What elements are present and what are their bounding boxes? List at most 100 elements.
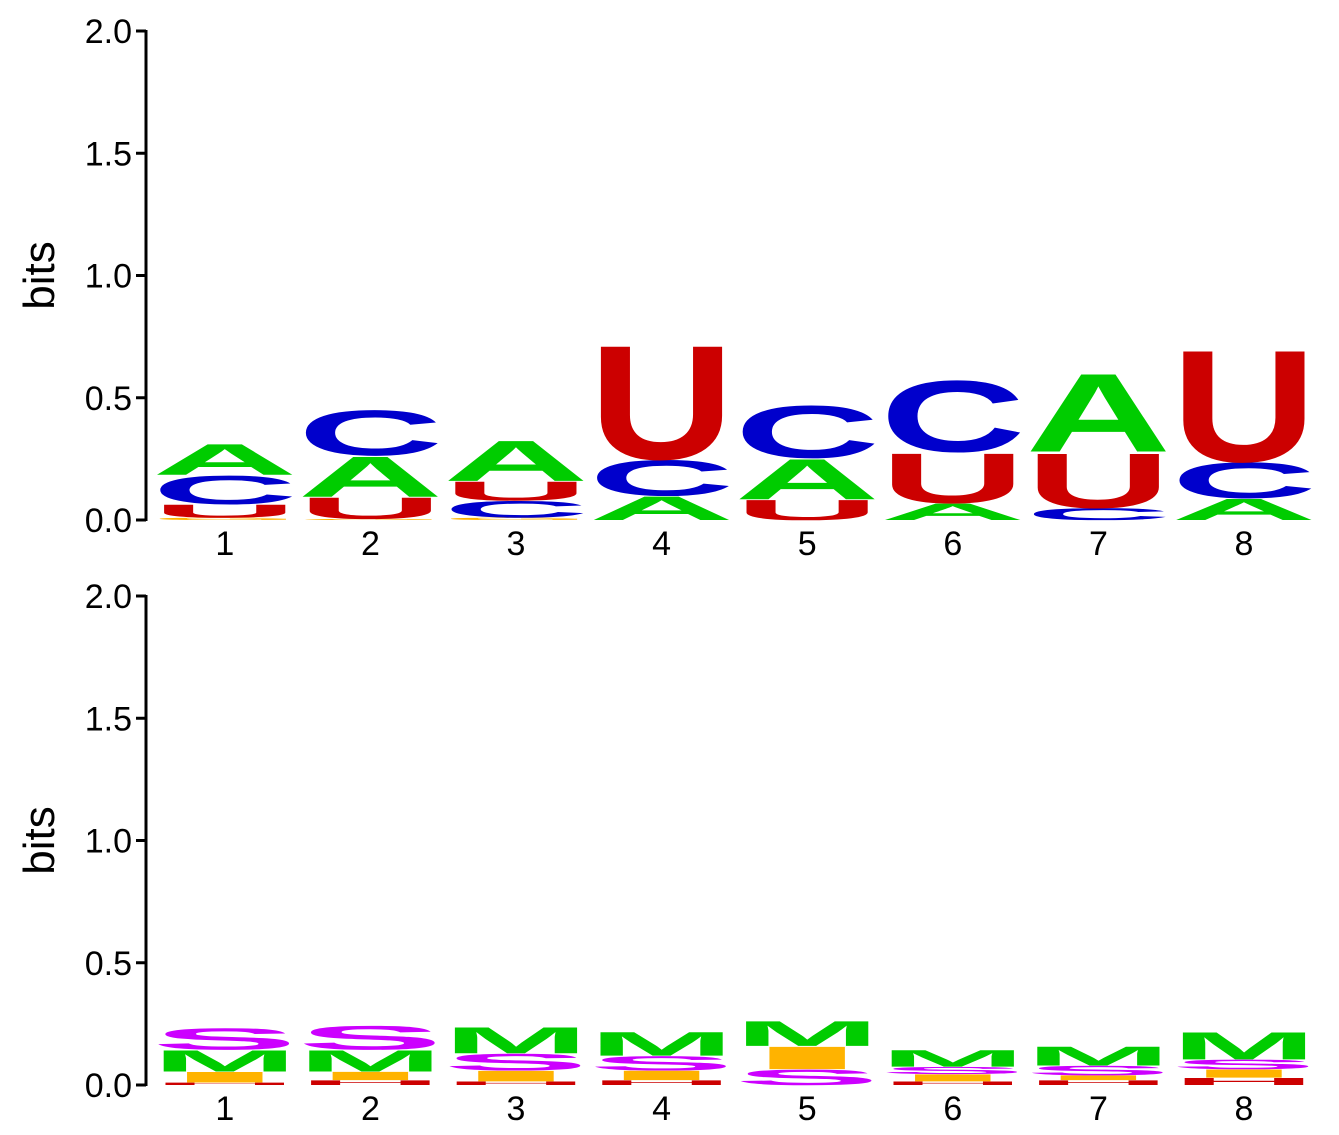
- x-tick-label: 6: [943, 525, 962, 563]
- logo-letter-C: C: [1026, 505, 1172, 524]
- x-tick-label: 4: [652, 1090, 671, 1128]
- x-tick-label: 5: [798, 525, 817, 563]
- logo-letter-U: U: [1026, 438, 1172, 525]
- logo-column-6: AUC: [880, 359, 1026, 525]
- logo-letter-A: A: [1171, 492, 1317, 526]
- logo-column-5: UAC: [734, 390, 880, 526]
- logo-letter-S: S: [152, 1022, 298, 1056]
- logo-letter-C: C: [298, 397, 444, 469]
- logo-letter-U: U: [734, 494, 880, 526]
- logo-letter-I: I: [734, 1040, 880, 1076]
- x-tick-label: 1: [215, 525, 234, 563]
- logo-letter-I: I: [152, 1069, 298, 1086]
- logo-letter-C: C: [443, 496, 589, 522]
- y-tick-label: 2.0: [85, 578, 132, 616]
- y-tick-label: 1.0: [85, 258, 132, 296]
- logo-letter-G: G: [152, 517, 298, 521]
- y-tick-label: 0.5: [85, 380, 132, 418]
- logo-letter-U: U: [152, 501, 298, 522]
- y-tick-label: 1.5: [85, 700, 132, 738]
- y-tick-label: 2.0: [85, 13, 132, 51]
- y-axis-label: bits: [15, 806, 64, 874]
- y-tick-label: 0.5: [85, 945, 132, 983]
- x-tick-label: 6: [943, 1090, 962, 1128]
- x-tick-label: 2: [361, 525, 380, 563]
- logo-letter-A: A: [443, 429, 589, 493]
- logo-letter-C: C: [1171, 452, 1317, 509]
- x-tick-label: 2: [361, 1090, 380, 1128]
- logo-letter-G: G: [298, 518, 444, 520]
- logo-letter-G: G: [443, 517, 589, 521]
- y-axis-label: bits: [15, 241, 64, 309]
- logo-letter-C: C: [880, 359, 1026, 473]
- logo-letter-C: C: [589, 450, 735, 507]
- x-tick-label: 3: [507, 1090, 526, 1128]
- logo-column-5: SIM: [734, 1014, 880, 1090]
- x-tick-label: 5: [798, 1090, 817, 1128]
- logo-column-4: ACU: [589, 311, 735, 527]
- logo-letter-I: I: [1171, 1067, 1317, 1080]
- logo-letter-H: H: [1026, 1079, 1172, 1087]
- logo-letter-M: M: [443, 1020, 589, 1062]
- logo-letter-H: H: [152, 1082, 298, 1086]
- y-tick-label: 1.5: [85, 135, 132, 173]
- logo-letter-H: H: [1171, 1076, 1317, 1087]
- logo-letter-I: I: [589, 1068, 735, 1083]
- logo-letter-U: U: [443, 476, 589, 506]
- logo-letter-M: M: [734, 1014, 880, 1054]
- logo-letter-A: A: [152, 435, 298, 484]
- logo-letter-M: M: [152, 1044, 298, 1078]
- logo-letter-A: A: [589, 489, 735, 527]
- logo-letter-U: U: [1171, 316, 1317, 495]
- logo-letter-C: C: [152, 467, 298, 513]
- y-tick-label: 0.0: [85, 1067, 132, 1105]
- logo-letter-H: H: [298, 1079, 444, 1087]
- x-tick-label: 3: [507, 525, 526, 563]
- logo-column-7: CUA: [1026, 350, 1172, 525]
- logo-letter-S: S: [734, 1065, 880, 1090]
- x-tick-label: 7: [1089, 525, 1108, 563]
- logo-letter-A: A: [1026, 350, 1172, 476]
- logo-letter-S: S: [443, 1049, 589, 1076]
- logo-letter-S: S: [1026, 1063, 1172, 1078]
- logo-letter-U: U: [298, 491, 444, 525]
- logo-letter-M: M: [1026, 1041, 1172, 1071]
- logo-letter-I: I: [880, 1072, 1026, 1083]
- logo-letter-S: S: [589, 1052, 735, 1075]
- x-tick-label: 1: [215, 1090, 234, 1128]
- x-tick-label: 8: [1235, 525, 1254, 563]
- logo-letter-H: H: [589, 1079, 735, 1087]
- logo-column-8: ACU: [1171, 316, 1317, 526]
- logo-letter-I: I: [298, 1069, 444, 1082]
- logo-letter-U: U: [589, 311, 735, 493]
- logo-letter-S: S: [298, 1019, 444, 1057]
- logo-letter-M: M: [880, 1045, 1026, 1071]
- logo-letter-M: M: [298, 1044, 444, 1078]
- logo-letter-A: A: [734, 447, 880, 511]
- logo-letter-I: I: [443, 1068, 589, 1085]
- x-tick-label: 7: [1089, 1090, 1108, 1128]
- logo-letter-S: S: [1171, 1057, 1317, 1072]
- logo-letter-U: U: [880, 439, 1026, 519]
- logo-letter-M: M: [589, 1025, 735, 1063]
- logo-letter-M: M: [1171, 1024, 1317, 1068]
- y-tick-label: 0.0: [85, 502, 132, 540]
- logo-letter-I: I: [1026, 1074, 1172, 1082]
- logo-letter-H: H: [880, 1080, 1026, 1086]
- logo-letter-H: H: [443, 1080, 589, 1086]
- y-tick-label: 1.0: [85, 823, 132, 861]
- logo-letter-A: A: [298, 445, 444, 509]
